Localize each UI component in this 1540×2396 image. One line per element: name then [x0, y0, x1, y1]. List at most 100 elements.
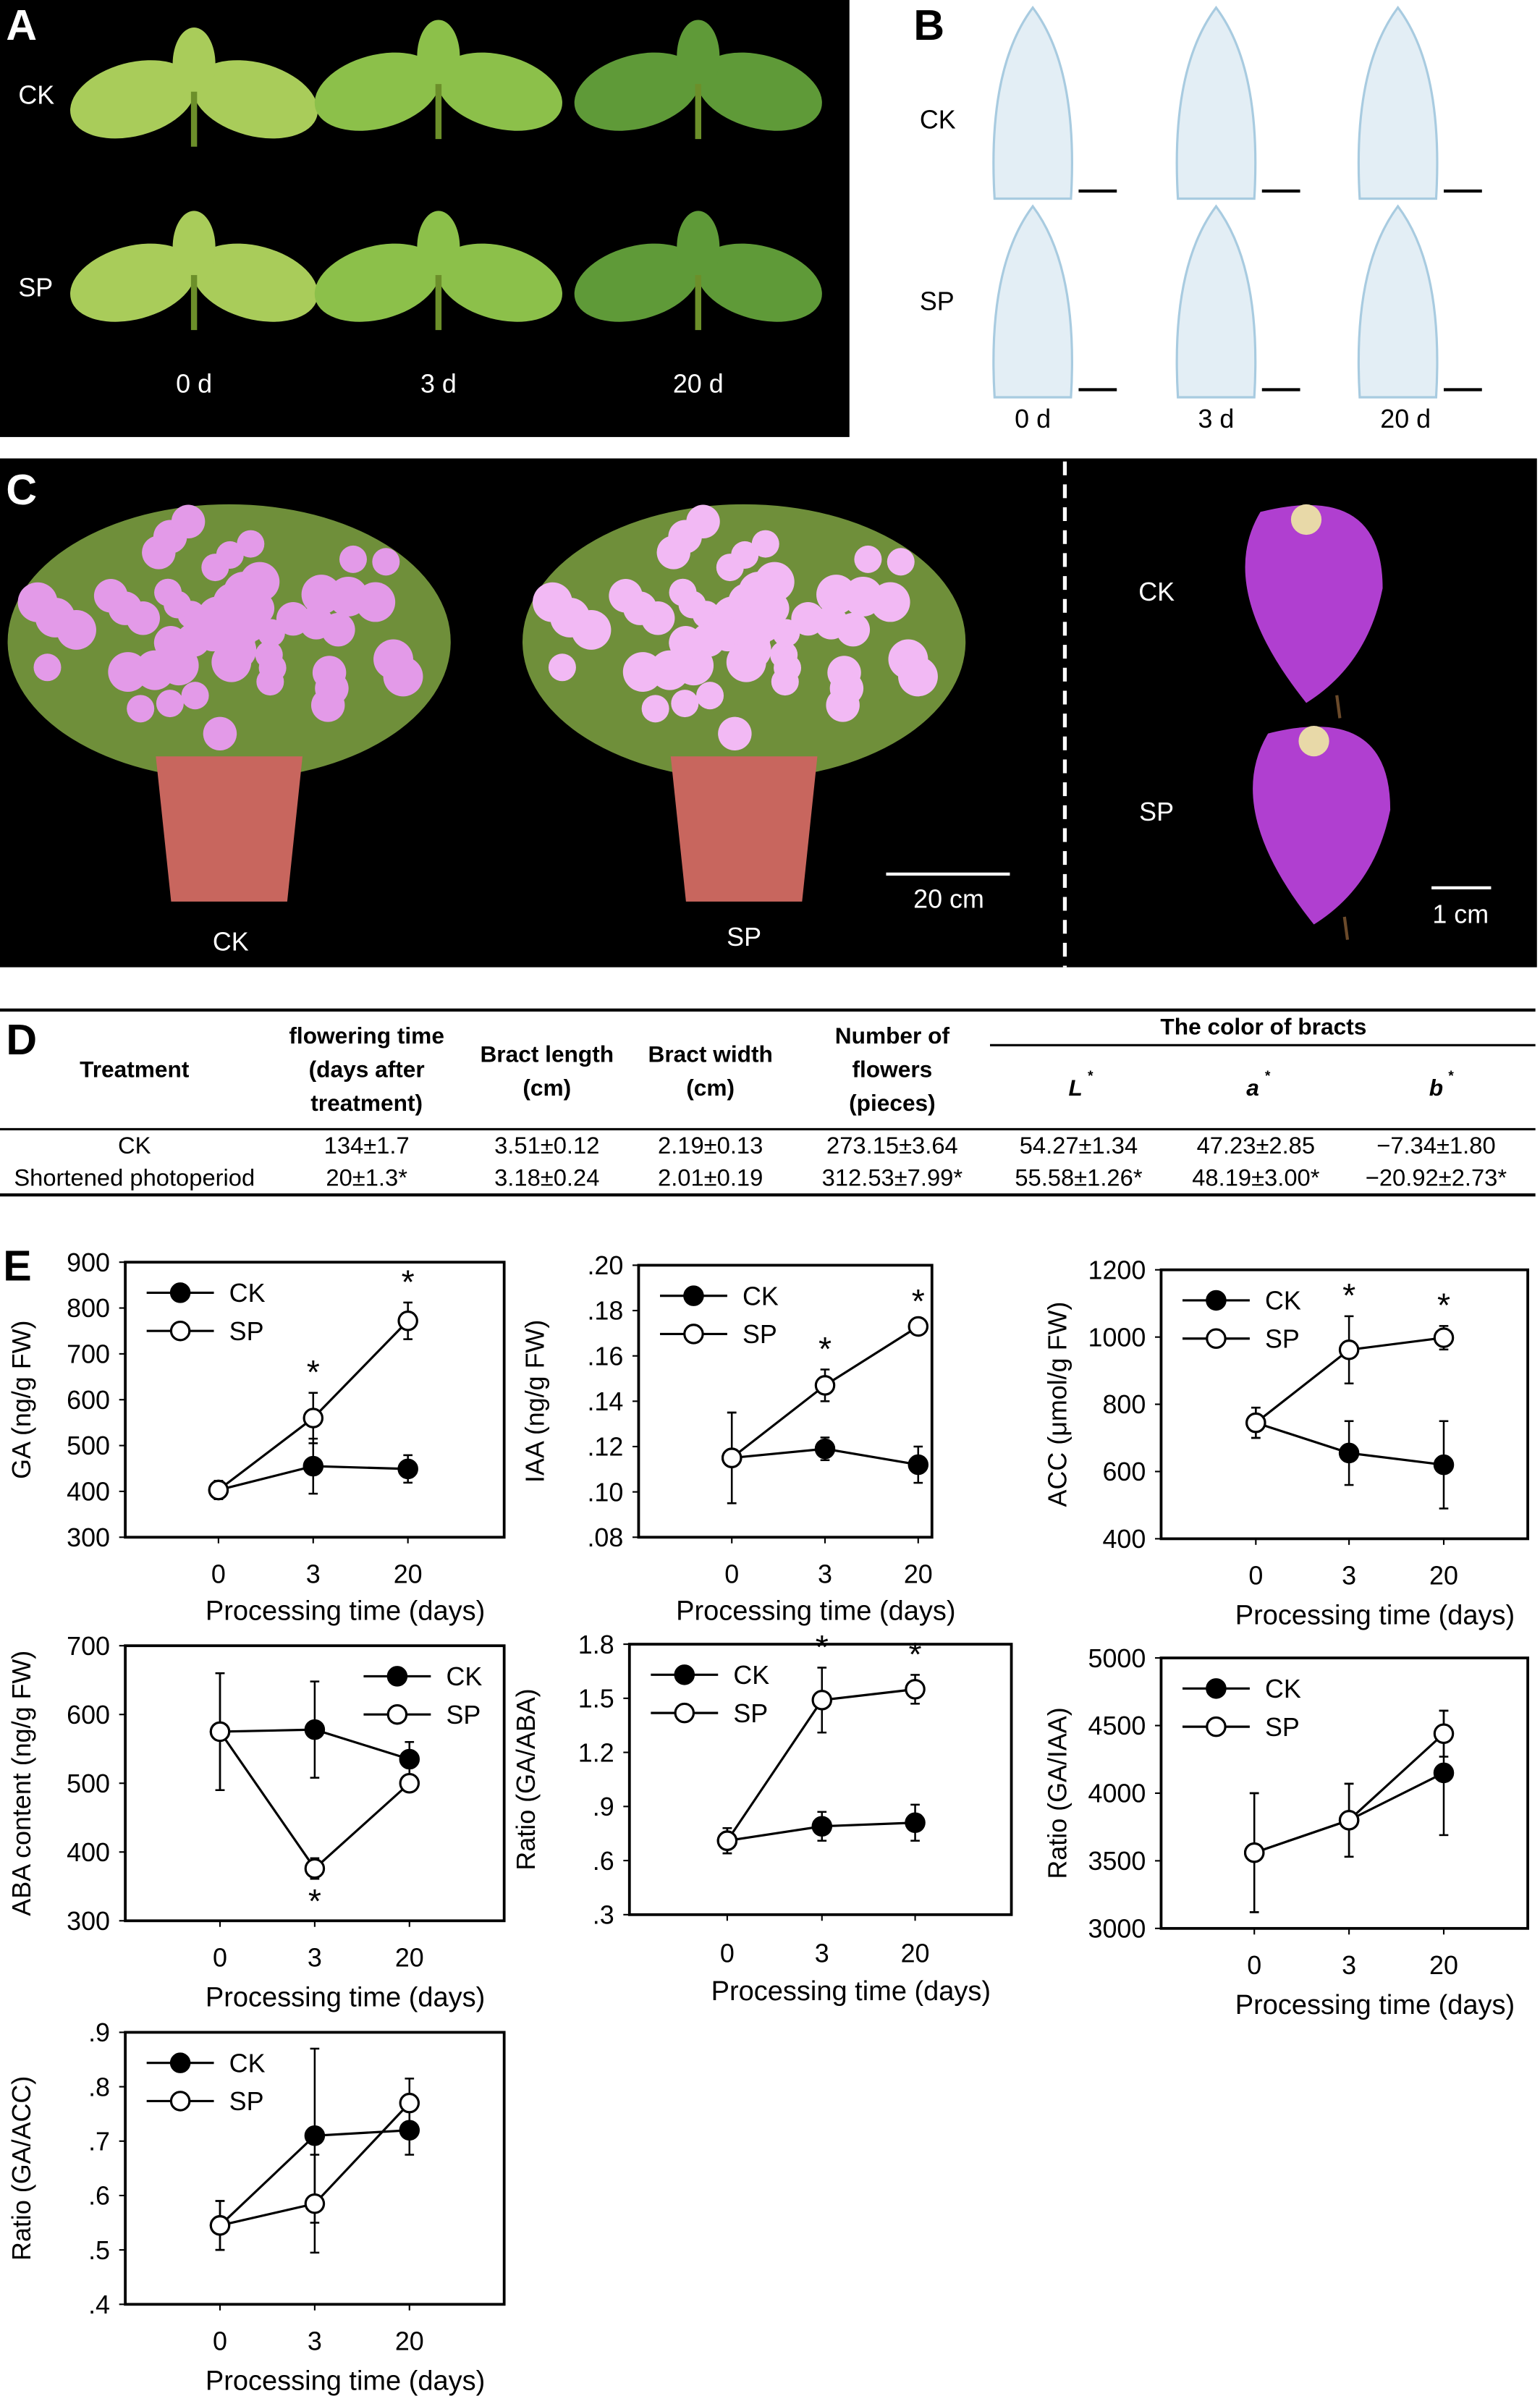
leaf — [314, 52, 441, 131]
chart-3: 400 600 800 1000 1200 0 3 20 Processing time (da… — [1044, 1256, 1530, 1631]
data-point — [814, 1438, 836, 1460]
y-tick-label: 800 — [1102, 1390, 1146, 1419]
bract-flower — [127, 695, 155, 723]
y-tick-label: .7 — [88, 2127, 110, 2156]
data-point — [1433, 1723, 1455, 1744]
header-flowering: (days after — [309, 1057, 425, 1083]
header-flowering: flowering time — [289, 1023, 444, 1049]
legend-label: SP — [733, 1699, 768, 1728]
header-sup: * — [1448, 1069, 1454, 1084]
day-label: 20 d — [1380, 405, 1431, 433]
panel-c: C CK SP 20 cm CK SP 1 cm — [0, 458, 1537, 968]
tissue-section — [992, 5, 1073, 200]
table-cell: 3.51±0.12 — [494, 1132, 599, 1159]
bract-flower — [108, 652, 148, 692]
data-point — [1243, 1842, 1265, 1863]
legend-marker — [169, 2052, 191, 2073]
plant-photos — [7, 504, 1391, 940]
bract-flower-closeup — [1253, 726, 1391, 940]
x-tick-label: 3 — [1342, 1562, 1356, 1591]
day-label: 0 d — [1015, 405, 1051, 433]
x-tick-label: 20 — [904, 1560, 933, 1589]
legend-label: CK — [229, 2049, 266, 2078]
significance-marker: * — [818, 1330, 832, 1368]
legend-label: SP — [446, 1701, 481, 1730]
panel-a: A CK SP 0 d 3 d 20 d — [0, 0, 850, 437]
header-bract-length: (cm) — [522, 1075, 571, 1101]
x-tick-label: 20 — [394, 1560, 423, 1589]
y-tick-label: 900 — [67, 1248, 110, 1277]
y-tick-label: 300 — [67, 1523, 110, 1552]
table-cell: Shortened photoperiod — [14, 1164, 255, 1191]
data-point — [304, 1858, 326, 1879]
bract-flower — [216, 541, 244, 569]
data-point — [304, 1719, 326, 1740]
y-tick-label: .14 — [587, 1387, 623, 1416]
series-sp: ** — [208, 1263, 418, 1501]
y-tick-label: .12 — [587, 1433, 623, 1462]
panel-label-b: B — [913, 1, 944, 49]
data-point — [1245, 1412, 1266, 1434]
series-ck — [721, 1411, 929, 1504]
row-label-ck: CK — [18, 81, 54, 110]
y-tick-label: .9 — [593, 1792, 614, 1821]
bract-flower — [33, 653, 62, 682]
stem — [1335, 695, 1342, 719]
bract-flower — [203, 716, 237, 751]
panel-label-e: E — [3, 1242, 31, 1290]
y-axis-label: Ratio (GA/ABA) — [512, 1688, 541, 1870]
plot-frame — [637, 1263, 934, 1539]
legend-label: CK — [1265, 1675, 1301, 1703]
y-tick-label: .9 — [88, 2018, 110, 2047]
legend-label: SP — [1265, 1713, 1300, 1742]
bract-flower — [372, 548, 400, 576]
stem — [190, 275, 198, 331]
series-sp: * — [209, 1672, 420, 1920]
plant-label-sp: SP — [727, 923, 761, 952]
scale-label: 20 cm — [913, 884, 984, 913]
y-axis-label: Ratio (GA/IAA) — [1044, 1707, 1072, 1879]
y-tick-label: .16 — [587, 1342, 623, 1371]
data-point — [908, 1316, 929, 1337]
leaf — [574, 243, 700, 322]
bract-flower — [548, 653, 576, 682]
x-axis-label: Processing time (days) — [206, 2366, 485, 2396]
legend-marker — [683, 1324, 704, 1345]
leaf-cluster — [70, 27, 318, 147]
table-cell: CK — [118, 1132, 151, 1159]
leaf — [677, 20, 720, 93]
plot-frame — [124, 1261, 506, 1539]
data-point — [209, 2215, 231, 2236]
data-point — [1338, 1339, 1360, 1360]
header-sup: * — [1088, 1069, 1093, 1084]
bract-flower — [754, 562, 795, 602]
scale-label: 1 cm — [1432, 899, 1489, 928]
leaf-cluster — [70, 211, 318, 331]
data-point — [304, 2125, 326, 2146]
panel-label-c: C — [6, 465, 37, 514]
bract-flower — [771, 668, 799, 696]
x-tick-label: 0 — [1247, 1951, 1261, 1980]
data-point — [811, 1816, 833, 1837]
panel-label-a: A — [6, 1, 37, 49]
significance-marker: * — [1437, 1287, 1450, 1324]
significance-marker: * — [402, 1263, 415, 1300]
x-tick-label: 0 — [213, 1944, 227, 1973]
data-point — [1433, 1327, 1455, 1348]
legend-label: CK — [742, 1282, 779, 1311]
series-ck — [716, 1803, 926, 1855]
x-tick-label: 20 — [1429, 1562, 1458, 1591]
tissue-section — [1175, 5, 1257, 200]
table-cell: 2.01±0.19 — [658, 1164, 763, 1191]
bract-flower — [339, 545, 367, 573]
pot — [156, 756, 302, 902]
leaf — [574, 52, 700, 131]
leaf — [192, 60, 318, 139]
x-tick-label: 0 — [724, 1560, 739, 1589]
significance-marker: * — [308, 1882, 321, 1920]
x-axis-label: Processing time (days) — [206, 1596, 485, 1626]
y-tick-label: 1.8 — [578, 1630, 614, 1659]
y-tick-label: 3500 — [1088, 1847, 1146, 1876]
chart-6: 3000 3500 4000 4500 5000 0 3 20 Processing time … — [1044, 1644, 1530, 2020]
header-bract-length: Bract length — [480, 1041, 614, 1067]
